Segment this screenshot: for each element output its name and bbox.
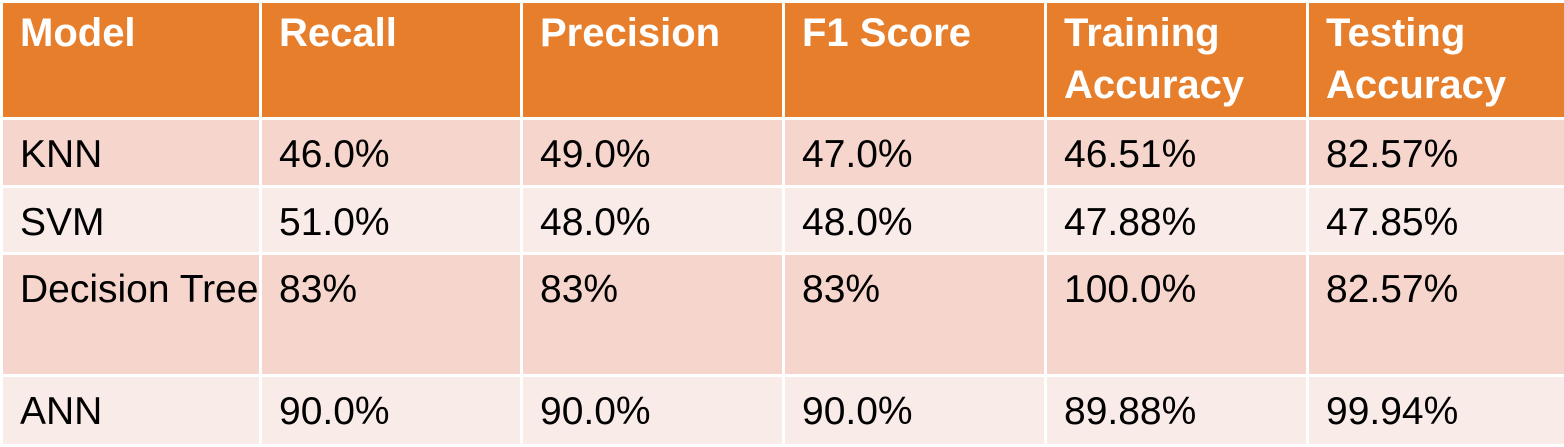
cell-model: KNN — [2, 119, 261, 187]
header-recall: Recall — [261, 2, 522, 119]
cell-training-accuracy: 47.88% — [1046, 187, 1308, 254]
header-f1-score: F1 Score — [784, 2, 1046, 119]
cell-testing-accuracy: 99.94% — [1308, 376, 1564, 446]
header-precision: Precision — [522, 2, 784, 119]
cell-recall: 90.0% — [261, 376, 522, 446]
table-row: ANN 90.0% 90.0% 90.0% 89.88% 99.94% — [2, 376, 1564, 446]
cell-training-accuracy: 89.88% — [1046, 376, 1308, 446]
header-model: Model — [2, 2, 261, 119]
cell-training-accuracy: 46.51% — [1046, 119, 1308, 187]
cell-precision: 48.0% — [522, 187, 784, 254]
cell-model: Decision Tree — [2, 254, 261, 376]
cell-recall: 46.0% — [261, 119, 522, 187]
cell-precision: 90.0% — [522, 376, 784, 446]
cell-f1-score: 83% — [784, 254, 1046, 376]
cell-model: ANN — [2, 376, 261, 446]
cell-recall: 83% — [261, 254, 522, 376]
cell-testing-accuracy: 82.57% — [1308, 254, 1564, 376]
cell-model: SVM — [2, 187, 261, 254]
table-row: SVM 51.0% 48.0% 48.0% 47.88% 47.85% — [2, 187, 1564, 254]
table-row: Decision Tree 83% 83% 83% 100.0% 82.57% — [2, 254, 1564, 376]
cell-recall: 51.0% — [261, 187, 522, 254]
cell-f1-score: 90.0% — [784, 376, 1046, 446]
cell-f1-score: 48.0% — [784, 187, 1046, 254]
cell-precision: 83% — [522, 254, 784, 376]
header-row: Model Recall Precision F1 Score Training… — [2, 2, 1564, 119]
cell-precision: 49.0% — [522, 119, 784, 187]
cell-testing-accuracy: 47.85% — [1308, 187, 1564, 254]
cell-testing-accuracy: 82.57% — [1308, 119, 1564, 187]
cell-f1-score: 47.0% — [784, 119, 1046, 187]
header-training-accuracy: Training Accuracy — [1046, 2, 1308, 119]
cell-training-accuracy: 100.0% — [1046, 254, 1308, 376]
header-testing-accuracy: Testing Accuracy — [1308, 2, 1564, 119]
table-row: KNN 46.0% 49.0% 47.0% 46.51% 82.57% — [2, 119, 1564, 187]
